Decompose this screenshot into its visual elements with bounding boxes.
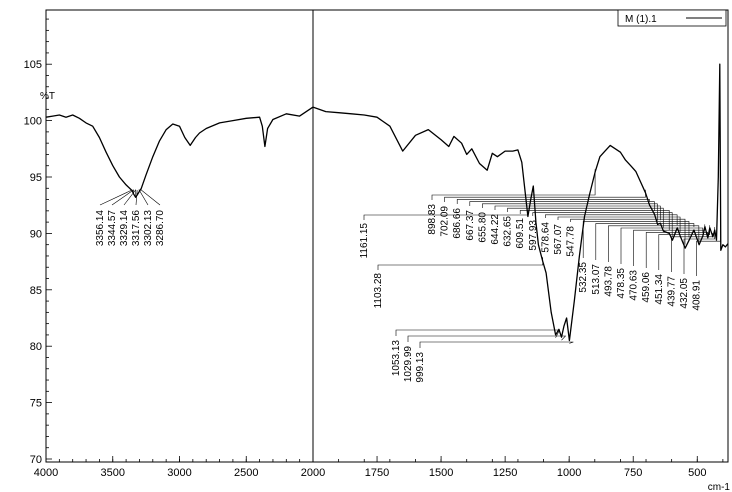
peak-leader-line (431, 169, 596, 200)
x-axis-label: cm-1 (708, 482, 731, 492)
peak-label: 667.37 (465, 210, 476, 241)
peak-label: 567.07 (553, 224, 564, 255)
y-tick-label: 75 (30, 398, 42, 410)
peak-label: 644.22 (490, 214, 501, 245)
peak-leader-line (419, 341, 574, 348)
x-tick-label: 1000 (557, 467, 581, 479)
peak-label: 432.05 (679, 278, 690, 309)
peak-label: 702.09 (440, 206, 451, 237)
peak-leader-line (532, 212, 673, 237)
y-tick-label: 95 (30, 172, 42, 184)
x-tick-label: 1250 (493, 467, 517, 479)
peak-leader-line (519, 210, 670, 231)
peak-leader-line (456, 199, 650, 204)
peak-leader-line (507, 207, 664, 228)
peak-leader-line (407, 335, 567, 342)
y-tick-label: 70 (30, 454, 42, 466)
peak-leader-line (395, 329, 561, 338)
peak-label: 408.91 (692, 280, 703, 311)
x-tick-label: 750 (624, 467, 642, 479)
peak-label: 3329.14 (119, 210, 130, 247)
peak-label: 3286.70 (155, 210, 166, 247)
x-tick-label: 4000 (34, 467, 58, 479)
y-tick-label: 80 (30, 341, 42, 353)
peak-label: 898.83 (427, 204, 438, 235)
x-tick-label: 1500 (429, 467, 453, 479)
peak-label: 609.51 (515, 218, 526, 249)
peak-leader-line (645, 232, 709, 268)
peak-label: 532.35 (578, 262, 589, 293)
y-tick-label: 100 (24, 116, 42, 128)
peak-label: 578.64 (540, 222, 551, 253)
peak-label: 547.78 (566, 226, 577, 257)
x-tick-label: 1750 (365, 467, 389, 479)
peak-label: 655.80 (477, 212, 488, 243)
peak-leader-line (123, 189, 136, 206)
peak-leader-line (494, 205, 661, 221)
peak-label: 1103.28 (373, 273, 384, 309)
peak-label: 1029.99 (403, 346, 414, 383)
peak-label: 493.78 (603, 266, 614, 297)
peak-label: 1161.15 (359, 223, 370, 259)
peak-label: 478.35 (616, 268, 627, 299)
peak-label: 3344.57 (107, 210, 118, 247)
peak-annotations: 3356.14 3344.57 3329.14 3317.56 3302.13 3286.… (95, 169, 721, 383)
peak-leader-line (135, 189, 138, 206)
peak-label: 686.66 (452, 208, 463, 239)
plot-frame (45, 9, 729, 463)
x-tick-label: 3000 (167, 467, 191, 479)
peak-label: 439.77 (666, 276, 677, 307)
peak-label: 470.63 (629, 270, 640, 301)
peak-label: 1053.13 (391, 340, 402, 377)
axes: 70 75 80 85 90 95 100 105 4000 3500 3000 2500 2000 17… (24, 9, 729, 479)
peak-leader-line (469, 201, 655, 212)
x-tick-label: 3500 (101, 467, 125, 479)
peak-label: 451.34 (654, 274, 665, 305)
x-tick-label: 2000 (301, 467, 325, 479)
x-tick-label: 500 (688, 467, 706, 479)
peak-label: 3317.56 (131, 210, 142, 247)
peak-label: 459.06 (641, 272, 652, 303)
y-tick-label: 85 (30, 285, 42, 297)
peak-label: 513.07 (591, 264, 602, 295)
peak-leader-line (545, 214, 678, 226)
series-layer (45, 63, 729, 342)
y-tick-label: 90 (30, 228, 42, 240)
spectrum-line (45, 63, 729, 342)
peak-leader-line (570, 218, 686, 245)
peak-leader-line (595, 223, 695, 260)
x-tick-label: 2500 (234, 467, 258, 479)
legend-box (617, 9, 727, 27)
peak-label: 3356.14 (95, 210, 106, 247)
legend: M (1).1 (617, 9, 727, 27)
legend-entry-label: M (1).1 (625, 14, 657, 25)
peak-label: 597.93 (528, 220, 539, 251)
peak-leader-line (482, 203, 658, 221)
peak-label: 999.13 (415, 352, 426, 383)
peak-leader-line (557, 216, 681, 233)
y-axis-label: %T (40, 91, 55, 102)
peak-label: 632.65 (503, 216, 514, 247)
peak-label: 3302.13 (143, 210, 154, 247)
peak-leader-line (582, 221, 690, 258)
y-tick-label: 105 (24, 59, 42, 71)
peak-leader-line (608, 225, 700, 262)
